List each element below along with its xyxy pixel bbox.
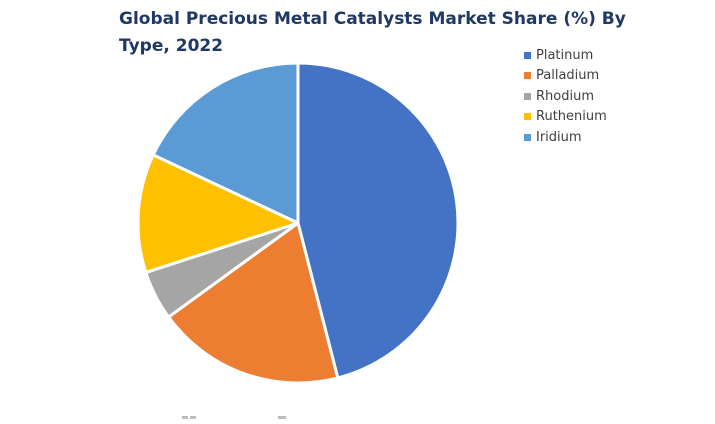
- legend-label: Iridium: [536, 129, 582, 145]
- legend-label: Palladium: [536, 68, 600, 84]
- legend-item-palladium: Palladium: [524, 66, 607, 87]
- legend-label: Platinum: [536, 47, 594, 63]
- legend-swatch: [524, 92, 531, 100]
- pie-slice-platinum: [296, 61, 460, 380]
- legend-item-rhodium: Rhodium: [524, 86, 607, 107]
- legend-label: Ruthenium: [536, 109, 607, 125]
- pie-slice-ruthenium: [136, 153, 300, 274]
- pie-slice-iridium: [151, 61, 300, 225]
- legend-swatch: [524, 133, 531, 141]
- legend-item-iridium: Iridium: [524, 127, 607, 148]
- pie-slice-palladium: [167, 221, 340, 385]
- chart-title: Global Precious Metal Catalysts Market S…: [119, 9, 626, 56]
- legend-swatch: [524, 72, 531, 80]
- legend-swatch: [524, 51, 531, 59]
- legend-swatch: [524, 113, 531, 121]
- cropped-footer-text: [160, 412, 360, 424]
- legend-item-ruthenium: Ruthenium: [524, 107, 607, 128]
- legend: Platinum Palladium Rhodium Ruthenium Iridium: [524, 45, 607, 148]
- legend-item-platinum: Platinum: [524, 45, 607, 66]
- legend-label: Rhodium: [536, 88, 594, 104]
